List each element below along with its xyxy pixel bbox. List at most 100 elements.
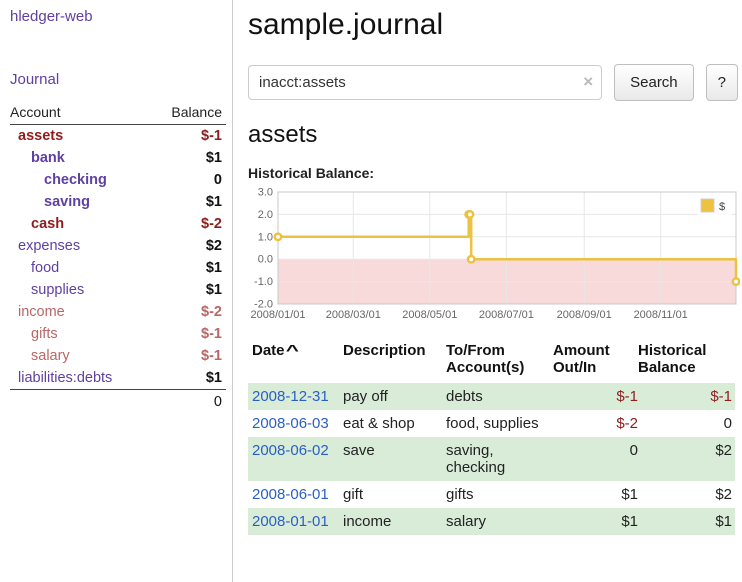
accounts-header-row: Account Balance — [10, 104, 226, 125]
main-content: sample.journal × Search ? assets Histori… — [233, 0, 742, 582]
svg-text:1.0: 1.0 — [258, 231, 273, 243]
account-row: income $-2 — [10, 301, 226, 323]
account-link[interactable]: liabilities:debts — [18, 370, 113, 386]
clear-search-icon[interactable]: × — [583, 72, 594, 91]
register-row: 2008-06-01 gift gifts $1 $2 — [248, 481, 735, 508]
register-table: Date^ Description To/From Account(s) Amo… — [248, 340, 735, 535]
accounts-total-row: 0 — [10, 389, 226, 410]
transaction-amount: $1 — [621, 486, 638, 503]
column-header-amount: Amount Out/In — [553, 342, 610, 376]
transaction-amount: $-2 — [616, 415, 638, 432]
account-balance: $-1 — [201, 326, 222, 342]
account-link[interactable]: checking — [44, 172, 107, 188]
account-balance: $1 — [205, 194, 222, 210]
svg-text:-1.0: -1.0 — [254, 276, 273, 288]
column-header-date[interactable]: Date^ — [248, 340, 343, 383]
accounts-header-balance: Balance — [171, 104, 222, 120]
accounts-header-account: Account — [10, 104, 61, 120]
search-box: × — [248, 65, 603, 100]
account-link[interactable]: food — [31, 260, 60, 276]
transaction-accounts: salary — [446, 513, 487, 530]
account-row: liabilities:debts $1 — [10, 367, 226, 389]
search-bar: × Search ? — [248, 64, 738, 101]
transaction-amount: 0 — [629, 442, 638, 459]
svg-text:0.0: 0.0 — [258, 254, 273, 266]
historical-balance-chart: 3.0 2.0 1.0 0.0 -1.0 -2.0 2008/01/01 2008/03/01… — [248, 186, 741, 328]
account-link[interactable]: saving — [44, 194, 90, 210]
account-row: supplies $1 — [10, 279, 226, 301]
column-header-accounts: To/From Account(s) — [446, 342, 525, 376]
column-header-description: Description — [343, 342, 426, 359]
transaction-accounts: food, supplies — [446, 415, 539, 432]
svg-text:2008/09/01: 2008/09/01 — [557, 309, 612, 321]
search-input[interactable] — [248, 65, 603, 100]
register-row: 2008-01-01 income salary $1 $1 — [248, 508, 735, 535]
account-row: assets $-1 — [10, 125, 226, 147]
account-row: bank $1 — [10, 147, 226, 169]
sidebar: hledger-web Journal Account Balance asse… — [0, 0, 233, 582]
transaction-date-link[interactable]: 2008-06-03 — [252, 415, 329, 432]
accounts-panel: Account Balance assets $-1 bank $1 checking 0… — [10, 104, 226, 410]
page-title: sample.journal — [248, 8, 444, 41]
transaction-amount: $1 — [621, 513, 638, 530]
transaction-date-link[interactable]: 2008-12-31 — [252, 388, 329, 405]
svg-text:2008/03/01: 2008/03/01 — [326, 309, 381, 321]
transaction-balance: $2 — [715, 442, 732, 459]
svg-text:2008/01/01: 2008/01/01 — [250, 309, 305, 321]
transaction-date-link[interactable]: 2008-06-02 — [252, 442, 329, 459]
account-balance: $2 — [205, 238, 222, 254]
svg-text:-2.0: -2.0 — [254, 299, 273, 311]
svg-text:$: $ — [719, 201, 725, 213]
svg-text:2008/05/01: 2008/05/01 — [402, 309, 457, 321]
register-row: 2008-12-31 pay off debts $-1 $-1 — [248, 383, 735, 410]
account-row: expenses $2 — [10, 235, 226, 257]
account-balance: $-2 — [201, 304, 222, 320]
app-title-link[interactable]: hledger-web — [10, 8, 93, 25]
account-balance: $-1 — [201, 348, 222, 364]
account-link[interactable]: salary — [31, 348, 70, 364]
account-link[interactable]: income — [18, 304, 65, 320]
account-row: checking 0 — [10, 169, 226, 191]
transaction-balance: 0 — [723, 415, 732, 432]
transaction-date-link[interactable]: 2008-06-01 — [252, 486, 329, 503]
account-balance: $1 — [205, 370, 222, 386]
account-balance: $1 — [205, 260, 222, 276]
transaction-balance: $-1 — [710, 388, 732, 405]
account-row: cash $-2 — [10, 213, 226, 235]
account-balance: $-1 — [201, 128, 222, 144]
account-link[interactable]: supplies — [31, 282, 85, 298]
transaction-balance: $1 — [715, 513, 732, 530]
column-header-date-label: Date — [252, 342, 285, 359]
account-link[interactable]: gifts — [31, 326, 58, 342]
transaction-date-link[interactable]: 2008-01-01 — [252, 513, 329, 530]
account-balance: 0 — [213, 172, 222, 188]
register-header-row: Date^ Description To/From Account(s) Amo… — [248, 340, 735, 383]
transaction-accounts: gifts — [446, 486, 474, 503]
transaction-description: pay off — [343, 388, 388, 405]
account-link[interactable]: assets — [18, 128, 64, 144]
column-header-balance: Historical Balance — [638, 342, 707, 376]
transaction-description: eat & shop — [343, 415, 415, 432]
account-row: food $1 — [10, 257, 226, 279]
account-row: salary $-1 — [10, 345, 226, 367]
account-balance: $1 — [205, 150, 222, 166]
account-balance: $1 — [205, 282, 222, 298]
transaction-description: save — [343, 442, 375, 459]
help-button[interactable]: ? — [705, 64, 738, 101]
transaction-amount: $-1 — [616, 388, 638, 405]
sort-ascending-icon: ^ — [285, 342, 299, 359]
transaction-accounts: saving, checking — [446, 442, 506, 476]
svg-text:3.0: 3.0 — [258, 187, 273, 199]
search-button[interactable]: Search — [614, 64, 694, 101]
account-link[interactable]: bank — [31, 150, 65, 166]
account-row: gifts $-1 — [10, 323, 226, 345]
svg-text:2.0: 2.0 — [258, 209, 273, 221]
sidebar-item-journal[interactable]: Journal — [10, 71, 60, 88]
account-link[interactable]: expenses — [18, 238, 81, 254]
chart-title: Historical Balance: — [248, 165, 375, 181]
account-row: saving $1 — [10, 191, 226, 213]
account-balance: $-2 — [201, 216, 222, 232]
account-list: assets $-1 bank $1 checking 0 saving $1 cash $-2 e… — [10, 125, 226, 389]
account-link[interactable]: cash — [31, 216, 65, 232]
svg-text:2008/07/01: 2008/07/01 — [479, 309, 534, 321]
